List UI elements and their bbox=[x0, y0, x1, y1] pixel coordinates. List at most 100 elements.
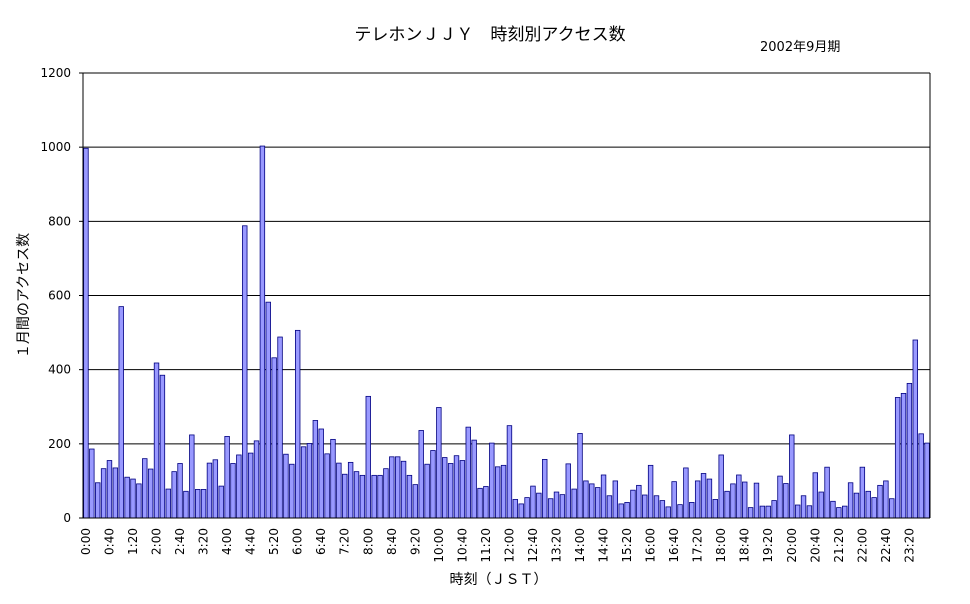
bar bbox=[577, 433, 583, 519]
x-tick-label: 16:00 bbox=[644, 528, 658, 563]
bar bbox=[459, 460, 466, 519]
bar bbox=[265, 301, 271, 519]
bar bbox=[853, 492, 860, 519]
bar bbox=[924, 442, 930, 519]
bar bbox=[724, 490, 730, 519]
bar bbox=[524, 497, 530, 519]
bar bbox=[571, 488, 577, 519]
bar bbox=[818, 491, 824, 519]
bar bbox=[747, 507, 754, 519]
bar bbox=[171, 471, 177, 519]
x-tick-label: 1:20 bbox=[126, 528, 140, 555]
bar bbox=[230, 463, 236, 519]
y-tick-label: 0 bbox=[63, 511, 71, 525]
bar bbox=[794, 504, 801, 519]
bar bbox=[512, 499, 519, 519]
x-tick-label: 17:20 bbox=[691, 528, 705, 563]
bar bbox=[247, 452, 254, 519]
bar bbox=[642, 494, 648, 519]
x-tick-label: 6:40 bbox=[314, 528, 328, 555]
bar bbox=[124, 476, 130, 519]
bar bbox=[771, 500, 777, 519]
bar bbox=[824, 466, 830, 519]
bar bbox=[195, 489, 201, 519]
bar bbox=[889, 498, 895, 519]
bar bbox=[653, 495, 660, 519]
bar bbox=[871, 497, 877, 519]
bar bbox=[377, 474, 383, 519]
bar bbox=[112, 467, 119, 519]
bar bbox=[647, 464, 654, 519]
bar bbox=[424, 463, 430, 519]
bar bbox=[612, 480, 619, 519]
bar bbox=[630, 489, 636, 519]
bar bbox=[289, 463, 295, 519]
bar bbox=[177, 463, 183, 519]
bar bbox=[294, 329, 301, 519]
bar bbox=[200, 489, 207, 519]
bar bbox=[783, 483, 789, 519]
bar bbox=[430, 450, 436, 519]
bar bbox=[95, 482, 101, 519]
bar bbox=[565, 463, 571, 519]
bar bbox=[624, 502, 630, 519]
x-tick-label: 0:40 bbox=[102, 528, 116, 555]
bar bbox=[536, 492, 542, 519]
bar bbox=[218, 485, 224, 519]
bar bbox=[371, 474, 377, 519]
x-tick-label: 4:00 bbox=[220, 528, 234, 555]
bar bbox=[812, 472, 818, 519]
x-tick-label: 21:20 bbox=[832, 528, 846, 563]
x-tick-label: 7:20 bbox=[338, 528, 352, 555]
bar bbox=[506, 425, 513, 519]
bar bbox=[453, 455, 460, 519]
x-tick-label: 12:40 bbox=[526, 528, 540, 563]
bar bbox=[789, 434, 795, 519]
x-tick-label: 2:40 bbox=[173, 528, 187, 555]
bar bbox=[718, 454, 724, 519]
bar bbox=[347, 461, 354, 519]
bar bbox=[547, 498, 554, 519]
y-tick-label: 200 bbox=[48, 437, 71, 451]
bar bbox=[489, 442, 495, 519]
bar bbox=[530, 485, 536, 519]
bar bbox=[442, 457, 448, 519]
bar bbox=[418, 430, 424, 519]
bar bbox=[400, 460, 407, 519]
y-tick-labels: 0 200 400 600 800 1000 1200 bbox=[40, 66, 71, 525]
bar bbox=[106, 460, 113, 519]
x-tick-label: 10:00 bbox=[432, 528, 446, 563]
bar bbox=[259, 145, 266, 519]
x-tick-label: 6:00 bbox=[291, 528, 305, 555]
bar bbox=[136, 483, 142, 519]
bar bbox=[242, 225, 248, 519]
bar bbox=[583, 480, 589, 519]
bar bbox=[836, 507, 842, 519]
bar bbox=[912, 339, 918, 519]
bar bbox=[253, 440, 260, 519]
bar bbox=[89, 448, 95, 519]
bar bbox=[342, 473, 348, 519]
bar bbox=[689, 502, 695, 519]
bar bbox=[465, 426, 471, 519]
x-tick-label: 3:20 bbox=[197, 528, 211, 555]
x-tick-labels: 0:00 0:40 1:20 2:00 2:40 3:20 4:00 4:40 5:20 6:00… bbox=[79, 528, 916, 563]
bar bbox=[324, 453, 330, 519]
bar bbox=[542, 459, 548, 519]
bar bbox=[406, 474, 413, 519]
bar bbox=[518, 503, 524, 519]
bar bbox=[212, 459, 219, 519]
bar bbox=[553, 491, 560, 519]
bar bbox=[659, 500, 666, 519]
bar bbox=[494, 466, 501, 519]
bar bbox=[118, 306, 124, 519]
bar bbox=[477, 487, 483, 519]
bar bbox=[759, 505, 766, 519]
bar bbox=[383, 468, 389, 519]
x-tick-label: 14:40 bbox=[597, 528, 611, 563]
bar bbox=[677, 504, 683, 519]
bar bbox=[159, 374, 166, 519]
x-tick-label: 13:20 bbox=[549, 528, 563, 563]
bar bbox=[359, 474, 366, 519]
